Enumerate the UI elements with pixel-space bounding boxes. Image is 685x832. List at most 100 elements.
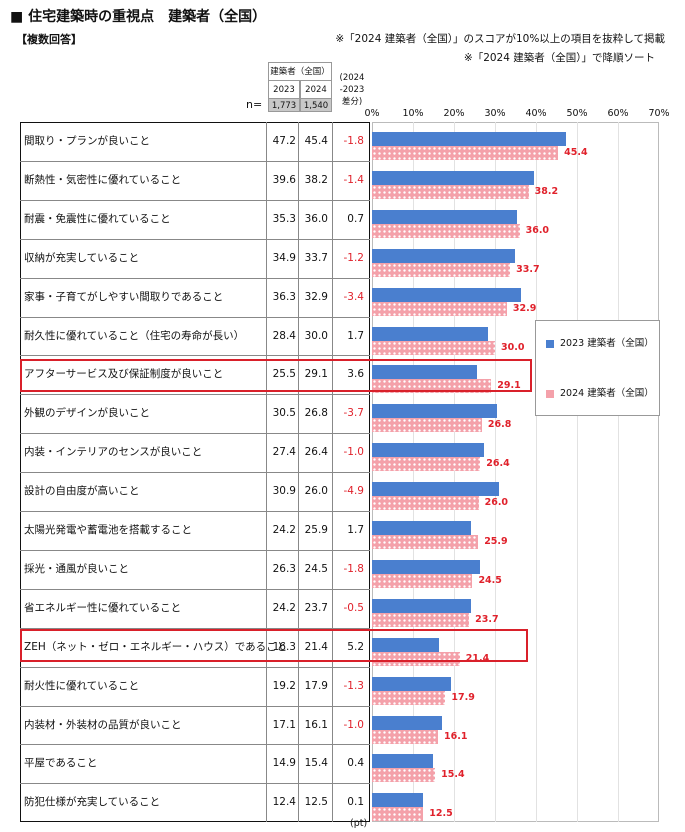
bar-2023 [372, 248, 516, 263]
x-tick-label: 30% [484, 108, 506, 119]
value-diff: -3.7 [343, 407, 365, 420]
bar-2023 [372, 754, 434, 769]
row-label: 耐火性に優れていること [24, 679, 140, 692]
x-gridline [495, 122, 496, 822]
row-label: 平屋であること [24, 757, 98, 770]
value-2023: 28.4 [272, 329, 296, 342]
bar-2024 [372, 301, 507, 316]
row-label: 家事・子育てがしやすい間取りであること [24, 290, 224, 303]
bar-2023 [372, 170, 535, 185]
table-header-group: 建築者（全国） [268, 62, 332, 80]
data-label-2024: 33.7 [516, 263, 540, 275]
legend-label-2024: 2024 建築者（全国） [560, 388, 654, 399]
x-tick-label: 0% [364, 108, 380, 119]
value-2023: 19.2 [272, 679, 296, 692]
value-2024: 24.5 [304, 562, 328, 575]
data-label-2024: 25.9 [484, 536, 508, 547]
legend-label-2023: 2023 建築者（全国） [560, 338, 654, 349]
table-row-divider [20, 511, 370, 512]
row-label: 耐震・免震性に優れていること [24, 212, 171, 225]
table-header-diff: (2024 -2023 差分) [339, 73, 365, 107]
row-label: 太陽光発電や蓄電池を搭載すること [24, 524, 192, 536]
value-diff: -1.2 [343, 251, 365, 264]
table-row-divider [20, 238, 370, 240]
data-label-2024: 12.5 [429, 808, 453, 820]
data-label-2024: 38.2 [534, 185, 559, 197]
row-label: 収納が充実していること [24, 251, 140, 264]
table-header-2023: 2023 [268, 80, 300, 98]
data-label-2024: 21.4 [465, 652, 490, 664]
value-diff: 1.7 [347, 329, 364, 342]
bar-2023 [372, 287, 521, 302]
note-filter: ※「2024 建築者（全国）」のスコアが10%以上の項目を抜粋して掲載 [335, 33, 665, 45]
bar-2023 [372, 209, 517, 224]
bar-2024 [372, 223, 520, 238]
x-tick-label: 50% [566, 108, 588, 119]
value-2024: 21.4 [304, 640, 328, 653]
table-row-divider [20, 277, 370, 279]
table-row-divider [20, 433, 370, 435]
value-2024: 26.8 [304, 407, 328, 420]
bar-2023 [372, 598, 472, 613]
bar-2024 [372, 807, 424, 822]
bar-2024 [372, 612, 470, 627]
sample-size-2024: 1,540 [300, 98, 332, 112]
table-row-divider [20, 199, 370, 201]
data-label-2024: 45.4 [564, 147, 588, 158]
bar-2023 [372, 521, 472, 535]
x-gridline [618, 122, 619, 822]
data-label-2024: 26.8 [487, 419, 512, 431]
data-label-2024: 24.5 [478, 574, 502, 586]
value-diff: 5.2 [347, 640, 364, 653]
row-label: アフターサービス及び保証制度が良いこと [24, 368, 224, 381]
table-row-divider [20, 355, 370, 357]
note-sort: ※「2024 建築者（全国）」で降順ソート [463, 52, 655, 64]
data-label-2024: 16.1 [444, 730, 468, 742]
bar-2023 [372, 793, 423, 808]
table-row-divider [20, 394, 370, 396]
value-2024: 15.4 [304, 757, 328, 770]
value-2024: 33.7 [304, 251, 328, 264]
x-tick-label: 10% [402, 108, 424, 119]
bar-2024 [372, 496, 479, 511]
data-label-2024: 30.0 [501, 341, 525, 353]
value-2024: 17.9 [304, 679, 328, 692]
value-2023: 35.3 [272, 212, 296, 225]
bar-2024 [372, 262, 511, 277]
value-diff: -1.0 [343, 718, 365, 731]
bar-2024 [372, 535, 479, 549]
bar-2024 [372, 768, 436, 783]
unit-label: (pt) [350, 818, 368, 829]
value-2024: 45.4 [304, 135, 328, 147]
value-diff: 0.4 [347, 757, 364, 770]
value-2024: 12.5 [304, 796, 328, 809]
table-row-divider [20, 783, 370, 785]
value-diff: -3.4 [343, 290, 365, 303]
value-2024: 26.0 [304, 485, 328, 498]
row-label: 内装・インテリアのセンスが良いこと [24, 446, 203, 459]
value-2023: 24.2 [272, 524, 296, 536]
table-column-divider [266, 122, 267, 822]
data-label-2024: 15.4 [441, 769, 465, 781]
value-2023: 34.9 [272, 251, 296, 264]
value-2023: 36.3 [272, 290, 296, 303]
table-row-divider [20, 316, 370, 318]
bar-2023 [372, 676, 451, 691]
value-2023: 12.4 [272, 796, 296, 809]
row-label: 間取り・プランが良いこと [24, 135, 150, 147]
x-gridline [577, 122, 578, 822]
value-diff: 3.6 [347, 368, 364, 381]
value-diff: -0.5 [343, 601, 365, 614]
data-label-2024: 26.0 [484, 497, 509, 509]
x-tick-label: 70% [648, 108, 670, 119]
value-2024: 32.9 [304, 290, 328, 303]
value-2024: 25.9 [304, 524, 328, 536]
bar-2023 [372, 715, 443, 730]
value-2024: 30.0 [304, 329, 328, 342]
data-table [20, 122, 370, 822]
data-label-2024: 36.0 [525, 224, 550, 236]
legend-swatch-2023 [546, 339, 554, 348]
bar-2024 [372, 184, 529, 199]
value-diff: 0.7 [347, 212, 364, 225]
value-2023: 39.6 [272, 173, 296, 186]
